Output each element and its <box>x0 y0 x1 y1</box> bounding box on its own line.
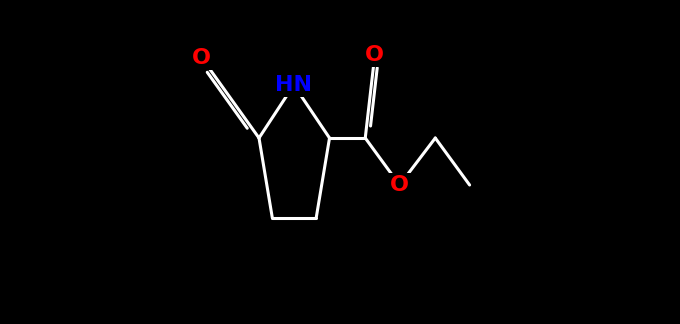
Text: O: O <box>365 45 384 65</box>
Text: O: O <box>192 48 211 68</box>
Text: O: O <box>390 175 409 195</box>
Text: HN: HN <box>275 75 312 95</box>
